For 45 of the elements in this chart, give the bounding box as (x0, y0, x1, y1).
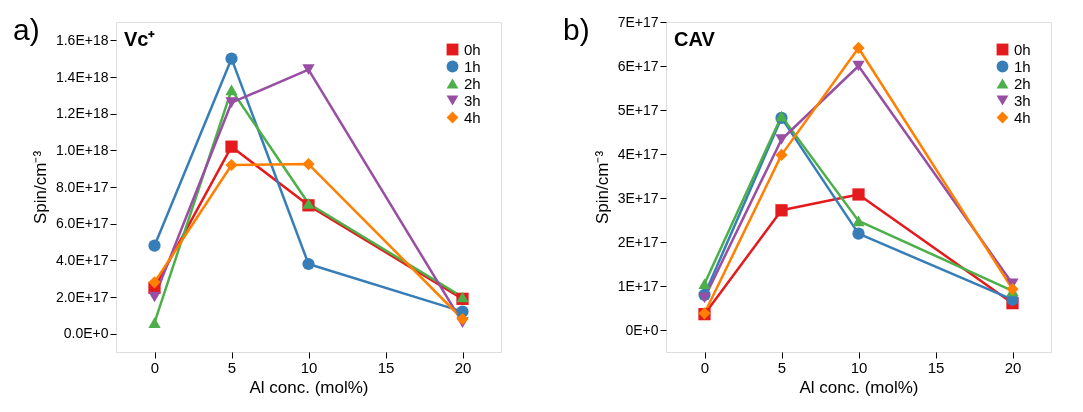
y-tick-label: 2E+17 (617, 233, 659, 250)
x-axis-title: Al conc. (mol%) (249, 377, 369, 397)
y-tick-label: 6E+17 (617, 57, 659, 74)
y-axis-title: Spin/cm⁻³ (30, 150, 50, 225)
y-tick-label: 4.0E+17 (55, 251, 109, 268)
x-axis-title: Al conc. (mol%) (799, 377, 919, 397)
legend-label: 2h (464, 74, 481, 92)
legend-label: 0h (1014, 40, 1031, 58)
y-tick-label: 1.0E+18 (55, 141, 109, 158)
y-tick-label: 1.4E+18 (55, 68, 109, 85)
y-tick-label: 7E+17 (617, 13, 659, 30)
x-tick-label: 10 (300, 358, 318, 376)
y-tick-label: 8.0E+17 (55, 178, 109, 195)
x-tick-label: 5 (777, 358, 787, 376)
y-tick-label: 6.0E+17 (55, 215, 109, 232)
x-tick-label: 15 (927, 358, 945, 376)
y-axis-title: Spin/cm⁻³ (592, 150, 612, 225)
chart-title: CAV (674, 28, 716, 50)
legend-label: 1h (464, 57, 481, 75)
x-tick-label: 15 (377, 358, 395, 376)
y-tick-label: 0E+0 (625, 321, 659, 338)
x-tick-label: 10 (850, 358, 868, 376)
y-tick-label: 5E+17 (617, 101, 659, 118)
legend-label: 0h (464, 40, 481, 58)
y-tick-label: 2.0E+17 (55, 288, 109, 305)
x-tick-label: 0 (150, 358, 160, 376)
x-tick-label: 20 (1004, 358, 1022, 376)
y-tick-label: 4E+17 (617, 145, 659, 162)
y-tick-label: 3E+17 (617, 189, 659, 206)
text: a) (13, 13, 40, 46)
chart-title: Vc⁺ (124, 28, 156, 50)
legend-label: 4h (464, 108, 481, 126)
y-tick-label: 1.2E+18 (55, 105, 109, 122)
y-tick-label: 1.6E+18 (55, 31, 109, 48)
legend-label: 3h (1014, 91, 1031, 109)
y-tick-label: 0.0E+0 (63, 325, 109, 342)
legend-label: 4h (1014, 108, 1031, 126)
legend-label: 1h (1014, 57, 1031, 75)
legend-label: 3h (464, 91, 481, 109)
x-tick-label: 20 (454, 358, 472, 376)
y-tick-label: 1E+17 (617, 277, 659, 294)
x-tick-label: 5 (227, 358, 237, 376)
legend-label: 2h (1014, 74, 1031, 92)
text: b) (563, 13, 590, 46)
x-tick-label: 0 (700, 358, 710, 376)
